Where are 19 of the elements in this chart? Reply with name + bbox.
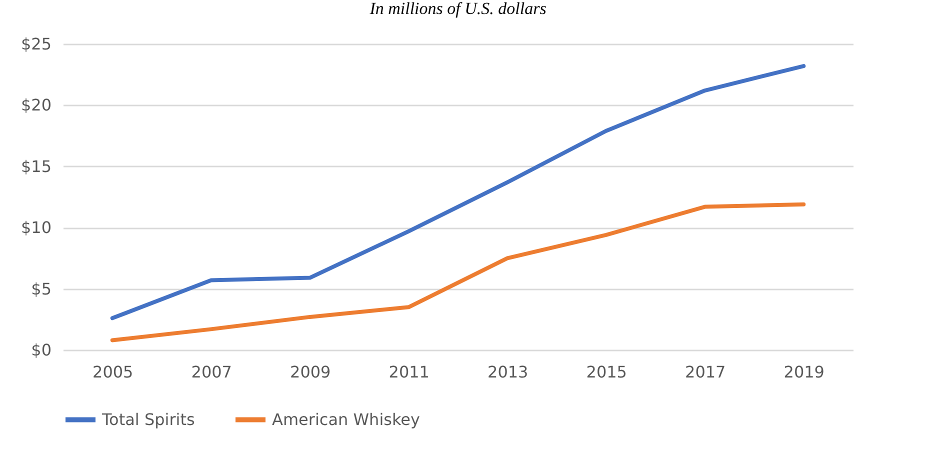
- line-series: [110, 202, 806, 342]
- chart-subtitle: In millions of U.S. dollars: [368, 0, 547, 18]
- x-tick-label: 2013: [488, 362, 528, 382]
- x-tick-label: 2009: [290, 362, 331, 382]
- y-tick-label: $0: [31, 340, 52, 360]
- line-series: [110, 64, 806, 320]
- x-tick-label: 2011: [388, 362, 430, 382]
- legend-label: American Whiskey: [272, 410, 420, 429]
- x-tick-label: 2015: [586, 362, 627, 382]
- x-tick-label: 2019: [784, 362, 824, 382]
- y-tick-label: $25: [20, 34, 52, 54]
- y-tick-label: $10: [20, 218, 52, 238]
- y-tick-label: $20: [20, 96, 52, 115]
- legend-label: Total Spirits: [101, 410, 195, 429]
- y-tick-label: $15: [20, 156, 52, 176]
- x-tick-label: 2005: [92, 362, 134, 382]
- x-tick-label: 2007: [191, 362, 232, 382]
- y-tick-label: $5: [31, 279, 52, 298]
- x-tick-label: 2017: [685, 362, 726, 382]
